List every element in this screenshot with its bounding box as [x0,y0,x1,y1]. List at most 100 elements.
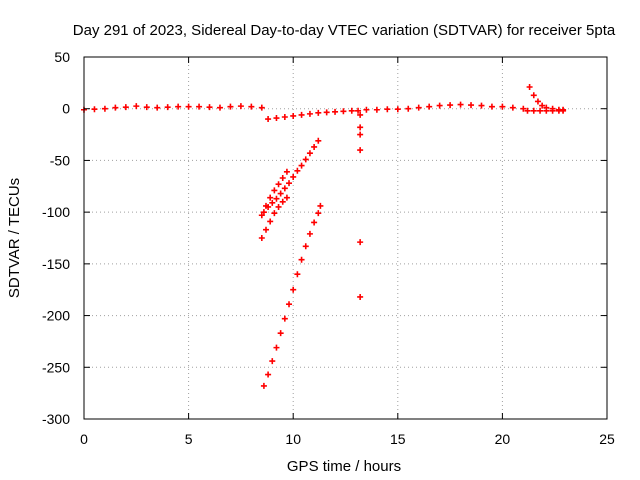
y-axis-title: SDTVAR / TECUs [6,178,23,298]
data-point [426,103,433,110]
axis-ticks [83,56,608,420]
y-tick-label: -150 [42,256,70,272]
data-point [258,235,265,241]
series-main-band-dip [265,107,362,123]
data-point [260,209,267,216]
data-point [468,102,475,109]
tick-labels: 0 5 10 15 20 25 50 0 -50 -100 -150 -200 -250 -300 [42,49,615,447]
data-point [373,106,380,113]
data-point [530,92,537,99]
y-tick-label: 0 [62,101,70,117]
data-marks [81,83,567,389]
data-point [302,243,309,250]
data-point [363,106,370,113]
data-point [290,112,297,119]
data-point [277,330,284,337]
data-point [273,344,280,351]
data-point [357,293,364,300]
data-point [271,210,278,217]
data-point [273,115,280,122]
data-point [281,315,288,322]
data-point [332,108,339,115]
data-point [283,194,290,201]
data-point [279,175,286,182]
data-point [275,203,282,210]
data-point [526,83,533,90]
data-point [227,103,234,110]
data-point [315,109,322,116]
y-tick-label: -250 [42,359,70,375]
data-point [196,103,203,110]
data-point [323,109,330,116]
data-point [549,105,556,112]
data-point [260,382,267,389]
data-point [499,103,506,110]
data-point [355,107,362,114]
x-tick-label: 20 [495,431,511,447]
data-point [357,239,364,246]
data-point [290,286,297,293]
data-point [265,371,272,378]
data-point [164,104,171,111]
series-descent-upper [260,137,322,216]
data-point [315,210,322,217]
series-descent-deep [260,202,324,389]
data-point [488,103,495,110]
y-tick-label: -200 [42,308,70,324]
data-point [91,106,98,113]
data-point [298,256,305,263]
series-isolated [357,111,364,300]
data-point [306,150,313,157]
plot-frame [83,56,608,420]
data-point [457,101,464,108]
data-point [560,106,567,113]
data-point [275,181,282,188]
data-point [237,103,244,110]
data-point [294,271,301,278]
data-point [286,301,293,308]
data-point [539,102,546,109]
x-tick-label: 10 [285,431,301,447]
series-main-band-early [81,103,265,113]
data-point [537,107,544,114]
data-point [271,187,278,194]
data-point [277,190,284,197]
data-point [306,110,313,117]
data-point [286,180,293,187]
data-point [269,358,276,365]
data-point [298,111,305,118]
data-point [175,103,182,110]
data-point [317,202,324,209]
data-point [436,102,443,109]
data-point [302,156,309,163]
data-point [154,104,161,111]
data-point [357,111,364,118]
data-point [290,173,297,180]
data-point [185,103,192,110]
series-tail-flat [524,107,567,114]
data-point [384,106,391,113]
data-point [263,202,270,209]
data-point [340,108,347,115]
data-point [315,137,322,144]
data-point [520,105,527,112]
y-tick-label: -50 [50,152,70,168]
data-point [133,103,140,110]
data-point [530,107,537,114]
data-point [447,102,454,109]
data-point [394,106,401,113]
y-tick-label: -300 [42,411,70,427]
data-point [273,195,280,202]
data-point [263,226,270,233]
chart-title: Day 291 of 2023, Sidereal Day-to-day VTE… [73,22,616,39]
data-point [543,104,550,111]
data-point [112,104,119,111]
data-point [357,131,364,138]
series-descent-short [258,168,290,219]
series-tail-curve [526,83,567,113]
series-descent-mid [258,194,290,241]
x-tick-label: 25 [599,431,615,447]
data-point [357,124,364,131]
x-tick-label: 0 [80,431,88,447]
data-point [306,230,313,237]
